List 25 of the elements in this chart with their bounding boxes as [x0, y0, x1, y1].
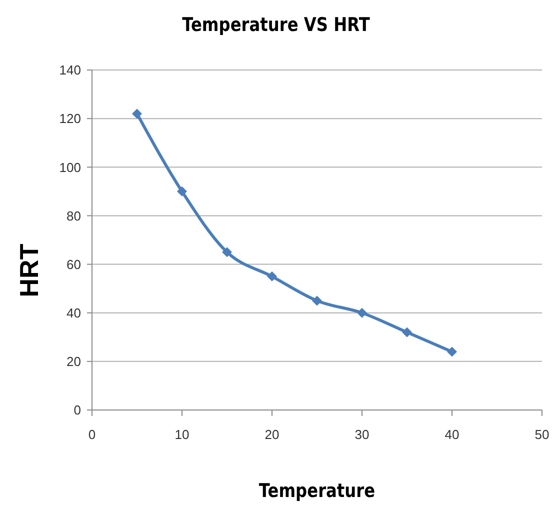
point: [312, 296, 322, 306]
y-tick-label: 0: [74, 402, 81, 418]
y-tick-label: 120: [59, 111, 81, 126]
point: [132, 108, 142, 119]
y-tick-label: 140: [59, 62, 81, 78]
x-tick-label: 0: [88, 427, 96, 442]
y-tick-label: 80: [66, 208, 81, 224]
y-tick-label: 40: [66, 305, 81, 320]
y-tick-label: 20: [66, 354, 81, 370]
x-tick-label: 40: [444, 427, 460, 442]
x-axis-title: Temperature: [258, 480, 376, 502]
y-tick-label: 100: [59, 160, 81, 175]
x-tick-label: 20: [264, 427, 280, 442]
point: [357, 308, 367, 318]
point: [177, 186, 187, 196]
y-axis-title: HRT: [14, 243, 46, 297]
x-tick-label: 10: [174, 427, 190, 442]
point: [402, 327, 412, 338]
point: [447, 346, 457, 357]
chart-title: Temperature VS HRT: [181, 14, 371, 36]
y-tick-label: 60: [66, 256, 81, 272]
x-tick-label: 30: [354, 427, 370, 442]
point: [222, 247, 232, 258]
point: [267, 271, 277, 282]
x-tick-label: 50: [534, 427, 550, 442]
